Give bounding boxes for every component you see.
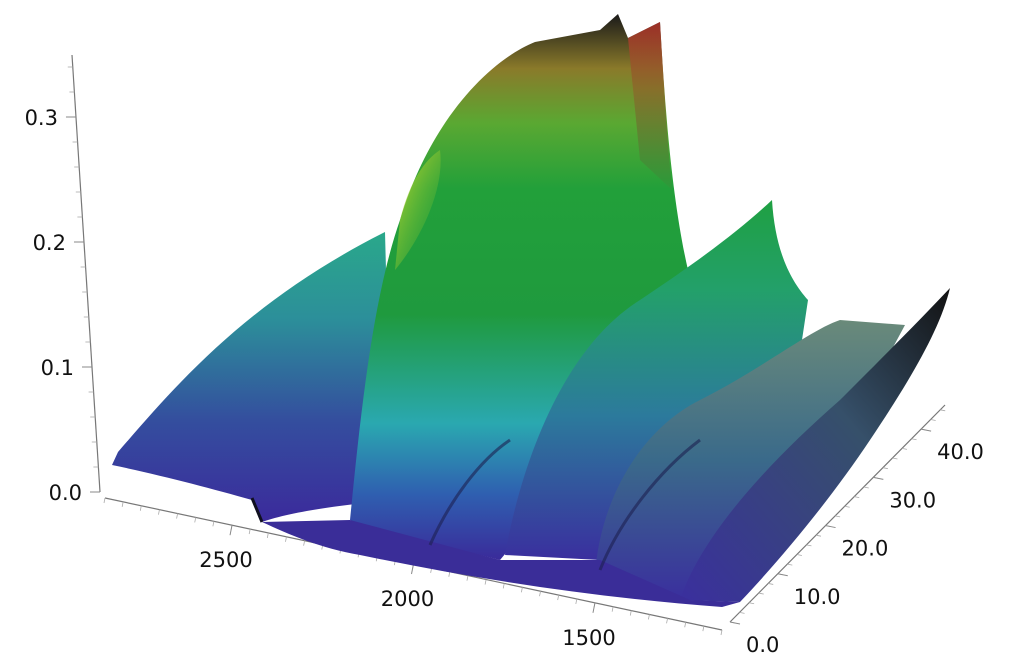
x-minor-tick xyxy=(611,606,614,612)
x-minor-tick xyxy=(285,536,287,542)
y-tick-label: 0.0 xyxy=(746,633,779,654)
y-tick-label: 40.0 xyxy=(937,440,984,464)
y-major-tick xyxy=(873,476,884,480)
surface-front-skirt xyxy=(262,520,740,607)
surface-left-ridge xyxy=(112,232,392,522)
y-minor-tick xyxy=(863,486,869,489)
x-minor-tick xyxy=(629,610,632,616)
surface-crease-3 xyxy=(598,438,701,571)
x-minor-tick xyxy=(520,587,523,593)
x-minor-tick xyxy=(539,591,541,597)
y-minor-tick xyxy=(768,583,774,585)
x-minor-tick xyxy=(266,532,269,539)
z-axis-line xyxy=(71,54,101,493)
x-major-tick xyxy=(229,525,233,536)
y-tick-label: 10.0 xyxy=(794,585,841,609)
y-axis-line xyxy=(729,404,946,623)
y-minor-tick xyxy=(911,438,917,441)
z-tick-label: 0.1 xyxy=(41,356,74,380)
y-major-tick xyxy=(777,573,788,577)
x-minor-tick xyxy=(303,540,306,546)
y-major-tick xyxy=(825,525,836,529)
y-minor-tick xyxy=(796,554,802,556)
z-tick-label: 0.3 xyxy=(25,106,58,130)
y-minor-tick xyxy=(835,515,841,518)
y-minor-tick xyxy=(749,602,755,605)
y-minor-tick xyxy=(901,448,908,450)
x-minor-tick xyxy=(502,583,505,589)
y-minor-tick xyxy=(892,457,898,460)
y-major-tick xyxy=(729,621,741,625)
x-minor-tick xyxy=(702,626,705,632)
y-minor-tick xyxy=(815,534,822,537)
x-minor-tick xyxy=(176,513,178,519)
x-minor-tick xyxy=(212,521,215,527)
x-tick-label: 2500 xyxy=(199,548,252,572)
y-minor-tick xyxy=(739,611,745,614)
surface-main-peak-red xyxy=(628,22,672,190)
x-minor-tick xyxy=(684,622,687,628)
tick-labels: 0.0 0.1 0.2 0.3 2500 2000 1500 0.0 10.020.0 30.04… xyxy=(25,106,984,654)
y-minor-tick xyxy=(854,496,860,499)
x-minor-tick xyxy=(557,594,560,601)
x-minor-tick xyxy=(448,571,451,577)
surface-mid-ridge xyxy=(505,200,808,560)
x-minor-tick xyxy=(648,614,650,620)
surface-crease-2 xyxy=(428,438,511,546)
surface-yellow-highlight xyxy=(395,150,441,270)
x-major-tick xyxy=(411,563,414,575)
z-tick-label: 0.0 xyxy=(49,481,82,505)
surface-crease-1 xyxy=(250,497,264,523)
x-major-tick xyxy=(592,602,596,613)
y-minor-tick xyxy=(940,409,946,412)
x-minor-tick xyxy=(158,509,160,515)
y-minor-tick xyxy=(787,563,793,566)
x-minor-tick xyxy=(575,598,578,605)
x-minor-tick xyxy=(194,517,197,523)
y-tick-label: 20.0 xyxy=(842,537,889,561)
y-minor-tick xyxy=(806,544,812,547)
x-tick-label: 1500 xyxy=(562,626,615,650)
tick-marks xyxy=(65,66,946,636)
x-minor-tick xyxy=(139,505,142,511)
y-minor-tick xyxy=(844,505,850,508)
y-minor-tick xyxy=(882,467,888,470)
x-minor-tick xyxy=(248,528,251,535)
x-minor-tick xyxy=(720,629,723,636)
y-major-tick xyxy=(921,428,932,432)
y-minor-tick xyxy=(758,592,764,595)
surface xyxy=(112,14,950,607)
x-tick-label: 2000 xyxy=(381,587,434,611)
x-minor-tick xyxy=(484,579,487,585)
x-minor-tick xyxy=(666,618,668,624)
surface-front-ridge xyxy=(595,320,905,600)
x-minor-tick xyxy=(121,501,124,507)
x-minor-tick xyxy=(103,497,106,504)
z-tick-label: 0.2 xyxy=(33,231,66,255)
y-tick-label: 30.0 xyxy=(889,488,936,512)
x-minor-tick xyxy=(466,575,469,581)
y-minor-tick xyxy=(930,419,936,421)
surface-dark-edge xyxy=(680,288,950,602)
